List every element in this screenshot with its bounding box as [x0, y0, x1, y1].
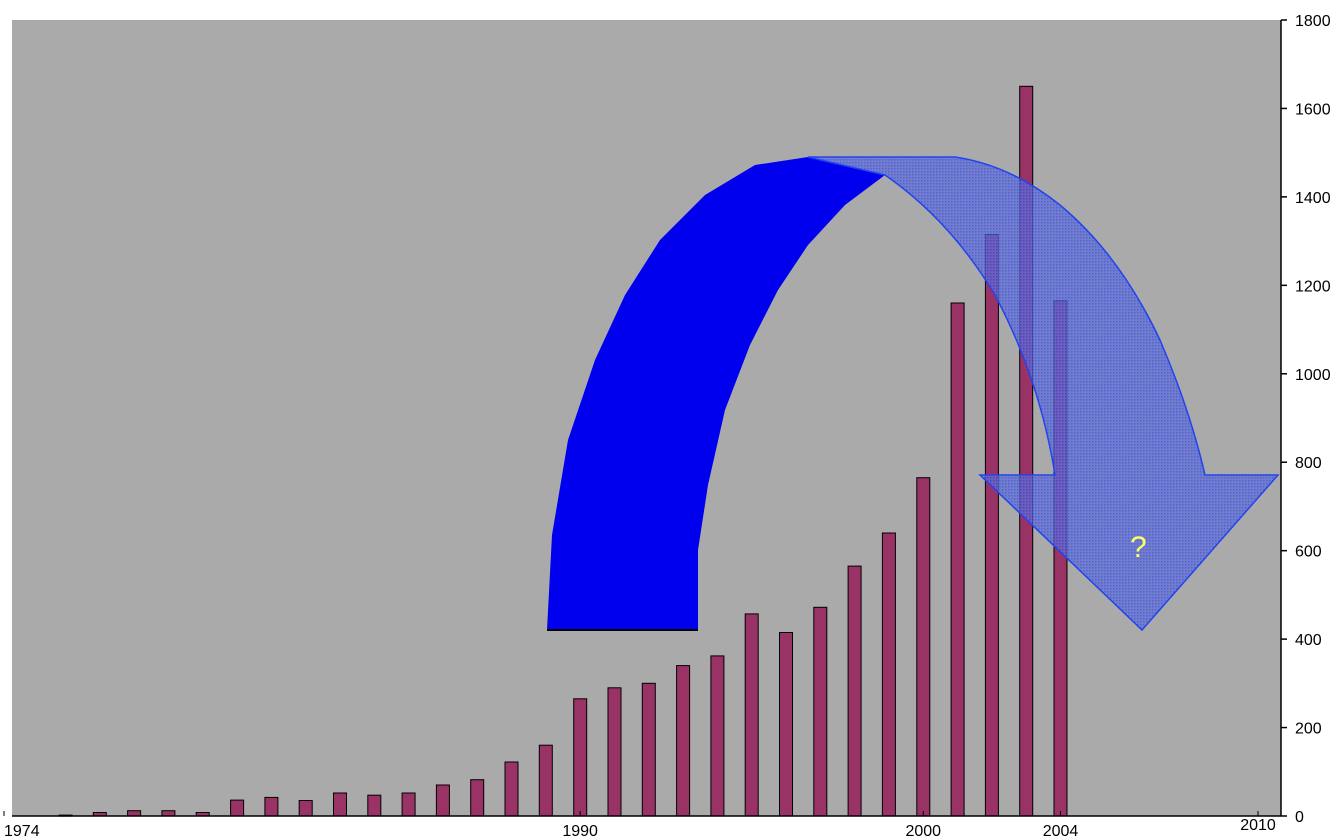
bar-2002 — [984, 234, 999, 817]
bar-1996 — [779, 632, 793, 817]
bar-1990 — [573, 698, 588, 817]
y-tick-label-600: 600 — [1295, 544, 1322, 561]
bar-1980 — [230, 799, 245, 817]
y-tick-label-1000: 1000 — [1295, 367, 1331, 384]
x-tick-label-1990: 1990 — [562, 823, 598, 840]
bar-1991 — [607, 687, 622, 817]
x-axis: 1974 1990 2000 2004 2010 — [3, 811, 1281, 840]
y-tick-label-1800: 1800 — [1295, 13, 1331, 30]
bar-1987 — [470, 779, 485, 817]
bar-1995 — [744, 613, 759, 817]
bar-1992 — [641, 682, 656, 817]
bar-1985 — [401, 792, 416, 817]
bar-1999 — [881, 532, 896, 817]
bar-1978 — [161, 810, 176, 817]
bar-1983 — [333, 792, 347, 817]
bar-1997 — [813, 606, 828, 817]
rise-arrow-icon — [547, 157, 885, 630]
bar-1989 — [538, 744, 553, 817]
bar-1988 — [504, 761, 519, 817]
bar-1981 — [264, 796, 279, 817]
bar-1982 — [298, 800, 313, 817]
y-tick-label-0: 0 — [1295, 809, 1304, 826]
decline-arrow-icon — [807, 156, 1280, 632]
x-tick-label-2000: 2000 — [905, 823, 941, 840]
x-tick-label-2004: 2004 — [1043, 823, 1079, 840]
y-axis: 0 200 400 600 800 1000 1200 1400 1600 1800 — [1280, 13, 1331, 826]
x-tick-label-1974: 1974 — [4, 823, 40, 840]
y-tick-label-1400: 1400 — [1295, 190, 1331, 207]
bar-2000 — [916, 477, 931, 817]
bar-1977 — [127, 810, 142, 817]
bar-1984 — [367, 794, 382, 817]
annotation-question-mark: ? — [1130, 531, 1147, 564]
y-tick-label-400: 400 — [1295, 632, 1322, 649]
bar-1994 — [710, 655, 725, 817]
bar-1993 — [676, 665, 691, 817]
x-tick-label-2010: 2010 — [1240, 817, 1276, 834]
y-tick-label-1600: 1600 — [1295, 101, 1331, 118]
y-tick-label-200: 200 — [1295, 721, 1322, 738]
bar-1986 — [435, 784, 450, 817]
y-tick-label-1200: 1200 — [1295, 278, 1331, 295]
bar-2001 — [950, 302, 965, 817]
y-tick-label-800: 800 — [1295, 455, 1322, 472]
bar-1998 — [847, 565, 862, 817]
